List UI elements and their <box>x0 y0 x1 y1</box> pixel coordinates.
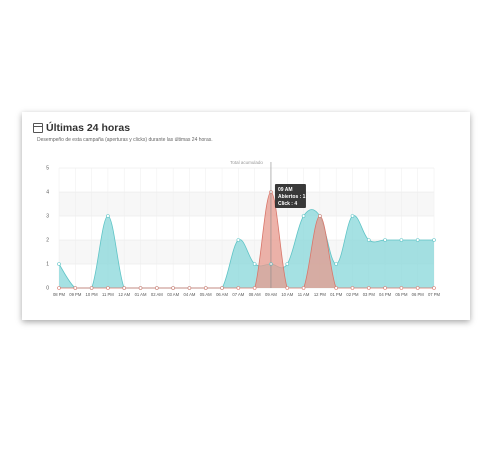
tooltip-text: Click : 4 <box>278 201 297 207</box>
data-point-clicks <box>171 286 175 290</box>
stats-card: Últimas 24 horas Desempeño de esta campa… <box>22 112 470 320</box>
panel-header: Últimas 24 horas <box>33 122 130 134</box>
data-point-clicks <box>187 286 192 290</box>
x-tick-label: 07 AM <box>232 292 244 297</box>
x-tick-label: 11 AM <box>298 292 310 297</box>
data-point-aperturas <box>432 238 436 242</box>
data-point-aperturas <box>350 214 355 218</box>
y-tick-label: 5 <box>46 166 49 172</box>
x-tick-label: 05 PM <box>395 292 408 297</box>
data-point-clicks <box>122 286 127 290</box>
x-tick-label: 12 PM <box>314 292 327 297</box>
y-tick-label: 4 <box>46 190 49 196</box>
data-point-clicks <box>73 286 78 290</box>
data-point-aperturas <box>366 238 371 242</box>
chart-title: Total acumulado <box>230 160 263 165</box>
data-point-aperturas <box>415 238 420 242</box>
x-tick-label: 02 AM <box>151 292 163 297</box>
data-point-clicks <box>350 286 355 290</box>
x-tick-label: 03 AM <box>167 292 179 297</box>
data-point-aperturas <box>252 262 257 266</box>
y-tick-label: 3 <box>46 214 49 220</box>
data-point-clicks <box>399 286 404 290</box>
data-point-clicks <box>89 286 94 290</box>
data-point-aperturas <box>236 238 241 242</box>
data-point-clicks <box>301 286 306 290</box>
x-tick-label: 06 PM <box>412 292 425 297</box>
tooltip-box <box>274 184 306 208</box>
data-point-clicks <box>220 286 224 290</box>
y-tick-label: 0 <box>46 286 49 292</box>
panel-subtitle: Desempeño de esta campaña (aperturas y c… <box>37 137 213 143</box>
data-point-clicks <box>57 286 61 290</box>
data-point-clicks <box>252 286 257 290</box>
y-tick-label: 1 <box>46 262 49 268</box>
data-point-clicks <box>383 286 387 290</box>
data-point-clicks <box>334 286 338 290</box>
data-point-clicks <box>155 286 159 290</box>
x-tick-label: 10 AM <box>281 292 293 297</box>
x-tick-label: 10 PM <box>86 292 99 297</box>
grid-band <box>59 168 434 192</box>
x-tick-label: 07 PM <box>428 292 441 297</box>
data-point-aperturas <box>57 262 61 266</box>
data-point-aperturas <box>285 262 290 266</box>
data-point-clicks <box>432 286 436 290</box>
x-tick-label: 04 PM <box>379 292 392 297</box>
x-tick-label: 11 PM <box>102 292 114 297</box>
data-point-clicks <box>203 286 208 290</box>
x-tick-label: 02 PM <box>346 292 359 297</box>
tooltip-text: 09 AM <box>278 187 293 193</box>
x-tick-label: 06 AM <box>216 292 228 297</box>
x-tick-label: 01 PM <box>330 292 343 297</box>
data-point-clicks <box>138 286 143 290</box>
chart-labels: Total acumulado 0 1 2 3 4 5 08 PM 09 PM 10 PM 11 P… <box>46 160 440 297</box>
data-point-clicks <box>366 286 371 290</box>
x-tick-label: 09 PM <box>69 292 82 297</box>
x-tick-label: 12 AM <box>118 292 130 297</box>
data-point-aperturas <box>334 262 338 266</box>
data-point-clicks <box>415 286 420 290</box>
data-point-clicks <box>318 214 322 218</box>
chart-points <box>57 190 436 290</box>
data-point-clicks <box>106 286 110 290</box>
data-point-aperturas <box>399 238 404 242</box>
tooltip-text: Abiertos : 1 <box>278 194 306 200</box>
x-tick-label: 09 AM <box>265 292 277 297</box>
x-tick-label: 05 AM <box>200 292 212 297</box>
x-tick-label: 08 AM <box>249 292 261 297</box>
panel-title: Últimas 24 horas <box>46 122 131 134</box>
x-tick-label: 03 PM <box>363 292 376 297</box>
data-point-clicks <box>285 286 290 290</box>
grid-band <box>59 216 434 240</box>
x-tick-label: 08 PM <box>53 292 66 297</box>
grid-band <box>59 192 434 216</box>
data-point-aperturas <box>383 238 387 242</box>
y-tick-label: 2 <box>46 238 49 244</box>
activity-area-chart[interactable]: Total acumulado 0 1 2 3 4 5 08 PM 09 PM 10 PM 11 P… <box>22 112 470 320</box>
data-point-clicks <box>236 286 241 290</box>
x-tick-label: 01 AM <box>135 292 147 297</box>
data-point-aperturas <box>106 214 110 218</box>
x-tick-label: 04 AM <box>183 292 195 297</box>
calendar-icon <box>33 123 43 133</box>
data-point-aperturas <box>301 214 306 218</box>
